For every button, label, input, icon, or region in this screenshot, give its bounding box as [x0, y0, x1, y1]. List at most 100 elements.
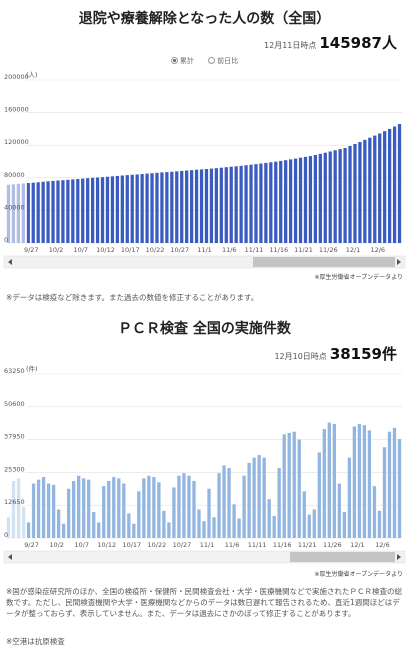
- bar: [284, 160, 288, 243]
- bar: [95, 177, 100, 243]
- y-tick-label: 120000: [4, 138, 29, 146]
- x-tick-label: 11/21: [298, 541, 317, 549]
- bar: [308, 156, 313, 243]
- chart: 9/27 10/2 10/7 10/12 10/17 10/22 10/27 11/1 11/6…: [0, 364, 406, 564]
- y-tick-label: 37950: [4, 433, 25, 441]
- bar: [207, 488, 211, 538]
- x-tick-label: 10/27: [173, 541, 192, 549]
- bar: [293, 158, 298, 243]
- bar: [115, 175, 120, 243]
- y-unit: (人): [26, 71, 38, 79]
- bar: [87, 479, 91, 538]
- bar: [81, 178, 85, 243]
- bar: [90, 177, 95, 243]
- bar: [224, 167, 228, 243]
- option-label[interactable]: 前日比: [217, 57, 239, 65]
- x-tick-label: 12/6: [375, 541, 390, 549]
- bar: [97, 522, 101, 538]
- y-tick-label: 200000: [4, 73, 29, 81]
- scroll-thumb: [253, 257, 395, 267]
- bar: [177, 475, 181, 538]
- bar: [397, 124, 402, 243]
- bar: [132, 523, 136, 538]
- x-tick-label: 12/1: [346, 246, 361, 254]
- bar: [318, 153, 322, 243]
- bar: [303, 156, 308, 243]
- bar: [332, 423, 336, 538]
- bar: [338, 149, 342, 243]
- bar: [288, 159, 293, 243]
- bar: [76, 179, 80, 243]
- bar: [41, 477, 46, 538]
- chart-title: ＰＣＲ検査 全国の実施件数: [118, 321, 291, 337]
- bar: [46, 483, 51, 538]
- bar: [363, 139, 367, 243]
- y-tick-label: 0: [4, 236, 8, 244]
- bar: [194, 169, 199, 243]
- x-tick-label: 10/12: [97, 541, 116, 549]
- bar: [102, 486, 106, 538]
- bar: [347, 457, 352, 538]
- bar: [67, 488, 71, 538]
- option-label[interactable]: 累計: [179, 57, 194, 65]
- bar: [244, 165, 248, 243]
- bar: [105, 176, 110, 243]
- scroll-left: [8, 554, 12, 560]
- headline: 12月11日時点 145987人: [264, 32, 397, 53]
- bar: [392, 126, 397, 243]
- chart-title: 退院や療養解除となった人の数（全国）: [78, 11, 331, 27]
- option[interactable]: 前日比: [208, 57, 238, 65]
- bar: [333, 150, 337, 243]
- bar: [274, 161, 278, 243]
- bar: [46, 181, 50, 243]
- bar: [56, 509, 61, 538]
- x-tick-label: 11/1: [200, 541, 215, 549]
- bar: [323, 152, 327, 243]
- y-unit: (件): [26, 364, 38, 373]
- y-tick-label: 12650: [4, 498, 25, 506]
- bar: [175, 171, 179, 243]
- bar: [307, 514, 311, 538]
- bar: [247, 462, 251, 538]
- bar: [61, 180, 65, 243]
- bar: [357, 423, 362, 538]
- bar: [217, 473, 221, 538]
- bar: [209, 168, 214, 243]
- bar: [202, 521, 206, 538]
- bar: [242, 475, 246, 538]
- bar: [383, 131, 387, 243]
- bar: [368, 137, 372, 243]
- bar: [272, 515, 276, 538]
- y-tick-label: 25300: [4, 465, 25, 473]
- x-tick-label: 10/2: [49, 541, 64, 549]
- x-tick-label: 10/2: [49, 246, 64, 254]
- bar: [362, 425, 367, 538]
- x-tick-label: 11/26: [319, 246, 338, 254]
- bar: [51, 484, 56, 538]
- bar: [372, 486, 377, 538]
- bar: [72, 480, 76, 538]
- x-tick-label: 11/16: [273, 541, 292, 549]
- bar: [352, 426, 357, 538]
- bar: [337, 483, 341, 538]
- bar: [66, 179, 70, 243]
- bar: [254, 164, 258, 243]
- x-tick-label: 11/21: [294, 246, 313, 254]
- source: ※厚生労働省オープンデータより: [314, 571, 403, 578]
- bar: [353, 143, 357, 243]
- bar: [26, 522, 31, 538]
- bar: [51, 180, 55, 243]
- bar: [312, 509, 316, 538]
- bar: [327, 422, 331, 538]
- bar: [100, 177, 105, 243]
- x-tick-label: 9/27: [24, 541, 39, 549]
- bar: [117, 478, 121, 538]
- bar: [86, 178, 90, 243]
- bar: [185, 170, 189, 243]
- option[interactable]: 累計: [170, 57, 194, 65]
- bar: [180, 170, 184, 243]
- bar: [137, 491, 141, 538]
- bar: [313, 154, 318, 243]
- bar: [189, 170, 194, 243]
